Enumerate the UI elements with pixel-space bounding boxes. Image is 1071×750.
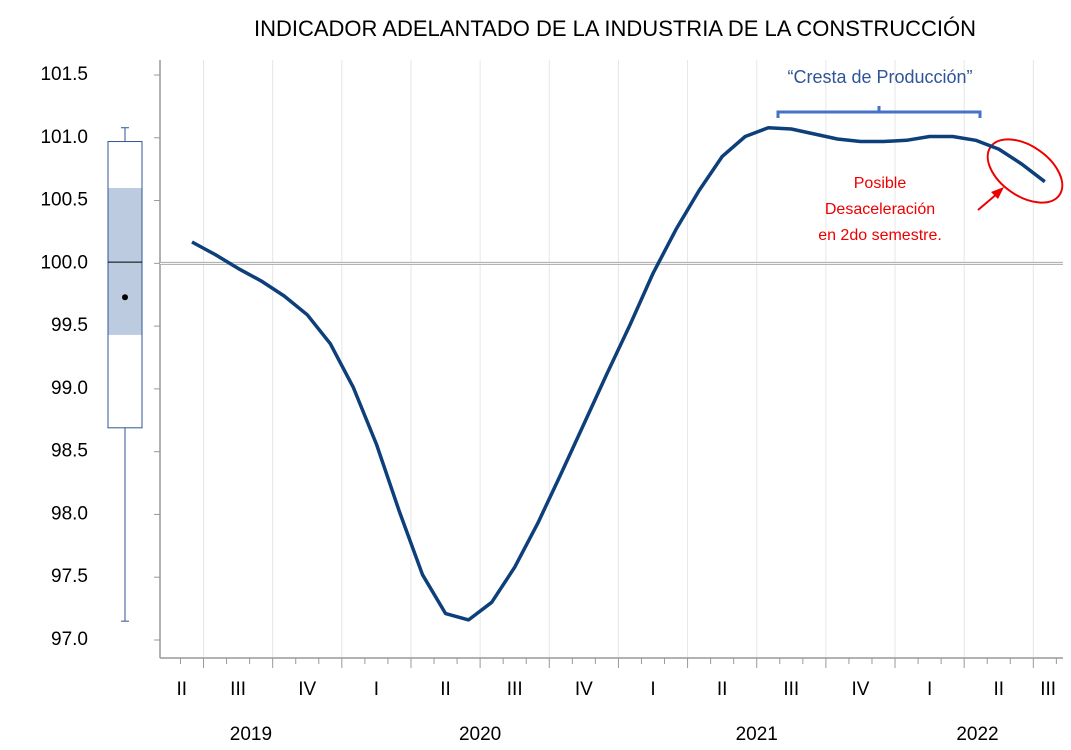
note: en 2do semestre. bbox=[818, 227, 942, 244]
quarter-label: IV bbox=[298, 679, 316, 700]
quarter-label: IV bbox=[575, 679, 593, 700]
y-tick-label: 97.5 bbox=[51, 566, 88, 587]
quarter-label: II bbox=[176, 679, 187, 700]
bracket-label: “Cresta de Producción” bbox=[787, 67, 972, 87]
quarter-label: II bbox=[440, 679, 451, 700]
year-label: 2019 bbox=[230, 724, 272, 745]
quarter-label: II bbox=[717, 679, 728, 700]
quarter-label: IV bbox=[851, 679, 869, 700]
quarter-label: I bbox=[927, 679, 932, 700]
note: Desaceleración bbox=[825, 201, 935, 218]
bracket bbox=[776, 106, 982, 118]
data-line bbox=[191, 125, 1046, 622]
year-label: 2021 bbox=[736, 724, 778, 745]
quarter-label: I bbox=[650, 679, 655, 700]
y-tick-label: 101.0 bbox=[40, 127, 88, 148]
quarter-label: III bbox=[230, 679, 246, 700]
year-label: 2022 bbox=[956, 724, 998, 745]
box-band bbox=[108, 188, 142, 335]
quarter-label: III bbox=[783, 679, 799, 700]
note: Posible bbox=[854, 175, 907, 192]
quarter-label: I bbox=[374, 679, 379, 700]
quarter-label: II bbox=[993, 679, 1004, 700]
y-tick-label: 99.5 bbox=[51, 315, 88, 336]
mean bbox=[122, 294, 128, 301]
y-tick-label: 100.5 bbox=[40, 190, 88, 211]
chart-title: INDICADOR ADELANTADO DE LA INDUSTRIA DE … bbox=[254, 16, 976, 41]
y-tick-label: 97.0 bbox=[51, 629, 88, 650]
y-tick-label: 98.0 bbox=[51, 503, 88, 524]
y-tick-label: 99.0 bbox=[51, 378, 88, 399]
arrow bbox=[977, 192, 999, 211]
y-tick-label: 98.5 bbox=[51, 441, 88, 462]
year-label: 2020 bbox=[459, 724, 501, 745]
quarter-label: III bbox=[507, 679, 523, 700]
highlight-ellipse bbox=[986, 138, 1064, 204]
y-tick-label: 101.5 bbox=[40, 64, 88, 85]
quarter-label: III bbox=[1040, 679, 1056, 700]
y-tick-label: 100.0 bbox=[40, 252, 88, 273]
arrow-head bbox=[991, 187, 1004, 199]
